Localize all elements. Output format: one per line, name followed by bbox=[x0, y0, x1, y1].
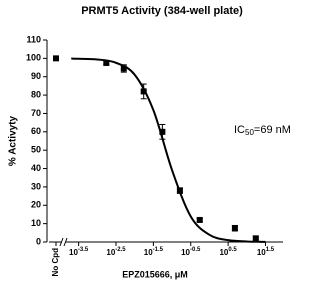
y-tick-label: 30 bbox=[31, 181, 41, 191]
y-tick-label: 10 bbox=[31, 218, 41, 228]
chart: PRMT5 Activity (384-well plate) EPZ01566… bbox=[8, 5, 291, 279]
data-point bbox=[120, 65, 127, 72]
no-cpd-label: No Cpd bbox=[51, 248, 60, 277]
y-tick-label: 110 bbox=[26, 34, 41, 44]
data-point bbox=[140, 88, 147, 95]
data-point bbox=[159, 128, 166, 135]
y-tick-label: 100 bbox=[26, 53, 41, 63]
annotation: IC50=69 nM bbox=[234, 124, 291, 137]
x-tick-label: 101.5 bbox=[257, 247, 275, 258]
y-tick-label: 50 bbox=[31, 145, 41, 155]
data-point bbox=[176, 187, 183, 194]
data-point bbox=[231, 225, 238, 232]
x-tick-label: 100.5 bbox=[219, 247, 237, 258]
y-tick-label: 60 bbox=[31, 126, 41, 136]
x-tick-label: 10-2.5 bbox=[106, 247, 126, 258]
data-point bbox=[103, 59, 110, 66]
x-axis-label: EPZ015666, μM bbox=[122, 269, 188, 279]
axis-break bbox=[59, 237, 64, 247]
y-tick-label: 0 bbox=[36, 236, 41, 246]
y-axis-label: % Activyty bbox=[8, 115, 19, 166]
y-tick-label: 80 bbox=[31, 89, 41, 99]
y-tick-label: 40 bbox=[31, 163, 41, 173]
chart-title: PRMT5 Activity (384-well plate) bbox=[81, 5, 243, 17]
y-tick-label: 70 bbox=[31, 108, 41, 118]
axis-break bbox=[63, 237, 68, 247]
y-tick-label: 20 bbox=[31, 200, 41, 210]
data-point bbox=[53, 55, 59, 62]
x-tick-label: 10-0.5 bbox=[181, 247, 201, 258]
data-point bbox=[252, 235, 259, 242]
fit-curve bbox=[71, 57, 266, 243]
x-tick-label: 10-3.5 bbox=[69, 247, 89, 258]
y-tick-label: 90 bbox=[31, 71, 41, 81]
data-point bbox=[196, 216, 203, 223]
x-tick-label: 10-1.5 bbox=[144, 247, 164, 258]
